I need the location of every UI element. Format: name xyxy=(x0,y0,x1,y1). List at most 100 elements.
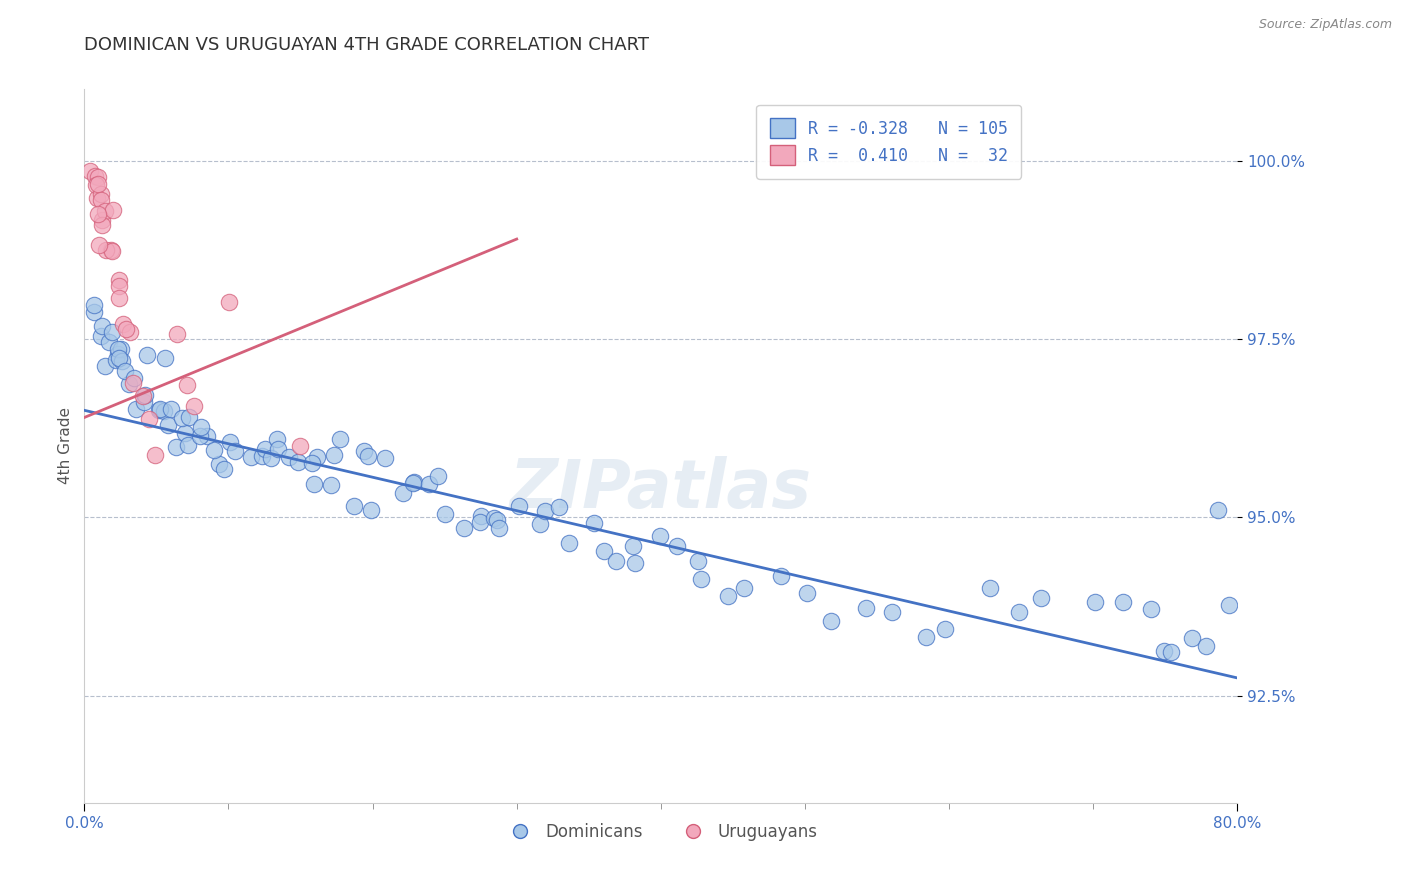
Point xyxy=(427,469,450,483)
Point xyxy=(1153,644,1175,658)
Legend: Dominicans, Uruguayans: Dominicans, Uruguayans xyxy=(498,817,824,848)
Point xyxy=(91,218,114,232)
Point xyxy=(250,449,273,463)
Point xyxy=(290,439,312,453)
Point xyxy=(79,164,101,178)
Point xyxy=(98,335,121,350)
Point xyxy=(114,364,136,378)
Point xyxy=(621,539,644,553)
Point xyxy=(131,389,153,403)
Point xyxy=(302,477,325,491)
Point xyxy=(548,500,571,514)
Point xyxy=(83,305,105,319)
Point xyxy=(101,244,124,259)
Point xyxy=(149,401,172,416)
Point xyxy=(197,429,219,443)
Point xyxy=(733,581,755,595)
Point xyxy=(135,348,157,362)
Point xyxy=(165,440,187,454)
Point xyxy=(1084,595,1107,609)
Point xyxy=(266,432,288,446)
Point xyxy=(143,448,166,462)
Point xyxy=(86,191,108,205)
Point xyxy=(156,417,179,432)
Point xyxy=(208,457,231,471)
Point xyxy=(558,535,581,549)
Point xyxy=(202,442,225,457)
Point xyxy=(114,321,136,335)
Point xyxy=(1140,602,1163,616)
Point xyxy=(118,377,141,392)
Point xyxy=(107,346,129,360)
Point xyxy=(717,589,740,603)
Point xyxy=(353,443,375,458)
Point xyxy=(1181,632,1204,646)
Point xyxy=(688,554,710,568)
Point xyxy=(107,342,129,356)
Point xyxy=(153,404,176,418)
Point xyxy=(108,351,131,366)
Point xyxy=(934,623,956,637)
Point xyxy=(108,278,131,293)
Point xyxy=(1206,503,1229,517)
Point xyxy=(111,317,134,331)
Point xyxy=(592,544,614,558)
Point xyxy=(87,177,110,191)
Point xyxy=(486,513,509,527)
Point xyxy=(404,475,426,490)
Point xyxy=(94,243,117,257)
Point xyxy=(93,359,115,374)
Point xyxy=(534,504,557,518)
Point xyxy=(360,503,382,517)
Point xyxy=(582,516,605,530)
Point xyxy=(90,318,112,333)
Point xyxy=(260,450,283,465)
Point xyxy=(470,508,492,523)
Point xyxy=(83,169,105,183)
Point xyxy=(482,511,505,525)
Point xyxy=(94,204,117,219)
Point xyxy=(305,450,328,464)
Point xyxy=(914,630,936,644)
Point xyxy=(177,409,200,424)
Point xyxy=(820,614,842,628)
Point xyxy=(190,420,212,434)
Text: Source: ZipAtlas.com: Source: ZipAtlas.com xyxy=(1258,18,1392,31)
Point xyxy=(374,450,396,465)
Point xyxy=(110,342,132,356)
Point xyxy=(177,438,200,452)
Point xyxy=(508,499,530,513)
Point xyxy=(1008,605,1031,619)
Point xyxy=(173,425,195,440)
Point xyxy=(86,178,108,193)
Point xyxy=(138,412,160,426)
Point xyxy=(90,212,112,227)
Point xyxy=(118,325,141,339)
Point xyxy=(796,586,818,600)
Point xyxy=(254,442,277,457)
Point xyxy=(87,170,110,185)
Point xyxy=(323,448,346,462)
Point xyxy=(218,434,240,449)
Point xyxy=(100,243,122,257)
Point xyxy=(402,475,425,490)
Point xyxy=(880,605,903,619)
Point xyxy=(488,521,510,535)
Point xyxy=(170,410,193,425)
Point xyxy=(176,377,198,392)
Point xyxy=(357,449,380,463)
Point xyxy=(90,186,112,201)
Point xyxy=(83,298,105,312)
Point xyxy=(166,327,188,342)
Point xyxy=(855,600,877,615)
Point xyxy=(121,376,143,391)
Point xyxy=(418,477,440,491)
Point xyxy=(529,517,551,532)
Point xyxy=(470,515,492,529)
Point xyxy=(321,477,343,491)
Text: ZIPatlas: ZIPatlas xyxy=(510,456,811,522)
Point xyxy=(90,194,112,208)
Point xyxy=(1160,645,1182,659)
Point xyxy=(183,400,205,414)
Point xyxy=(287,455,309,469)
